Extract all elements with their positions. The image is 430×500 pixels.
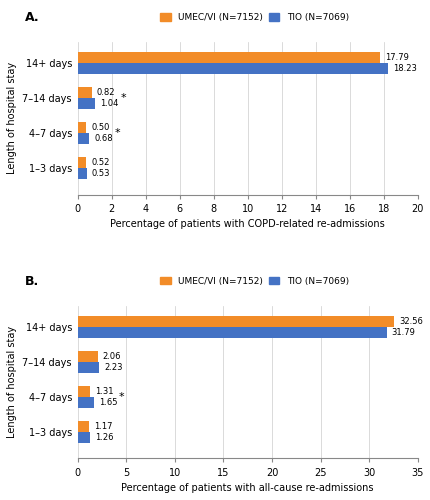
- Text: 0.68: 0.68: [94, 134, 113, 143]
- Text: 1.04: 1.04: [100, 99, 118, 108]
- Bar: [77, 432, 89, 444]
- Text: *: *: [114, 128, 120, 138]
- Text: 31.79: 31.79: [391, 328, 415, 337]
- Bar: [77, 350, 97, 362]
- Y-axis label: Length of hospital stay: Length of hospital stay: [7, 326, 17, 438]
- Bar: [77, 157, 86, 168]
- Text: 2.23: 2.23: [104, 363, 123, 372]
- Text: *: *: [120, 93, 126, 103]
- Text: B.: B.: [25, 276, 39, 288]
- X-axis label: Percentage of patients with all-cause re-admissions: Percentage of patients with all-cause re…: [121, 483, 373, 493]
- Text: 0.52: 0.52: [91, 158, 110, 167]
- Y-axis label: Length of hospital stay: Length of hospital stay: [7, 62, 17, 174]
- Bar: [77, 421, 89, 432]
- Bar: [77, 316, 393, 327]
- Text: 1.26: 1.26: [95, 434, 113, 442]
- Text: 1.65: 1.65: [98, 398, 117, 407]
- Text: 1.31: 1.31: [95, 387, 114, 396]
- Bar: [77, 133, 89, 144]
- Bar: [77, 327, 386, 338]
- Text: 17.79: 17.79: [384, 53, 408, 62]
- Text: 0.53: 0.53: [92, 170, 110, 178]
- Bar: [77, 63, 387, 74]
- Text: 2.06: 2.06: [102, 352, 121, 361]
- Bar: [77, 168, 86, 179]
- Bar: [77, 122, 86, 133]
- X-axis label: Percentage of patients with COPD-related re-admissions: Percentage of patients with COPD-related…: [110, 219, 384, 229]
- Text: 32.56: 32.56: [398, 317, 422, 326]
- Text: *: *: [119, 392, 124, 402]
- Bar: [77, 362, 99, 373]
- Bar: [77, 87, 91, 98]
- Bar: [77, 386, 90, 397]
- Bar: [77, 52, 379, 63]
- Text: 0.50: 0.50: [91, 123, 109, 132]
- Text: 18.23: 18.23: [392, 64, 416, 73]
- Text: 1.17: 1.17: [94, 422, 112, 431]
- Text: A.: A.: [25, 12, 39, 24]
- Legend: UMEC/VI (N=7152), TIO (N=7069): UMEC/VI (N=7152), TIO (N=7069): [160, 277, 348, 286]
- Text: 0.82: 0.82: [96, 88, 115, 97]
- Bar: [77, 98, 95, 110]
- Bar: [77, 397, 93, 408]
- Legend: UMEC/VI (N=7152), TIO (N=7069): UMEC/VI (N=7152), TIO (N=7069): [160, 13, 348, 22]
